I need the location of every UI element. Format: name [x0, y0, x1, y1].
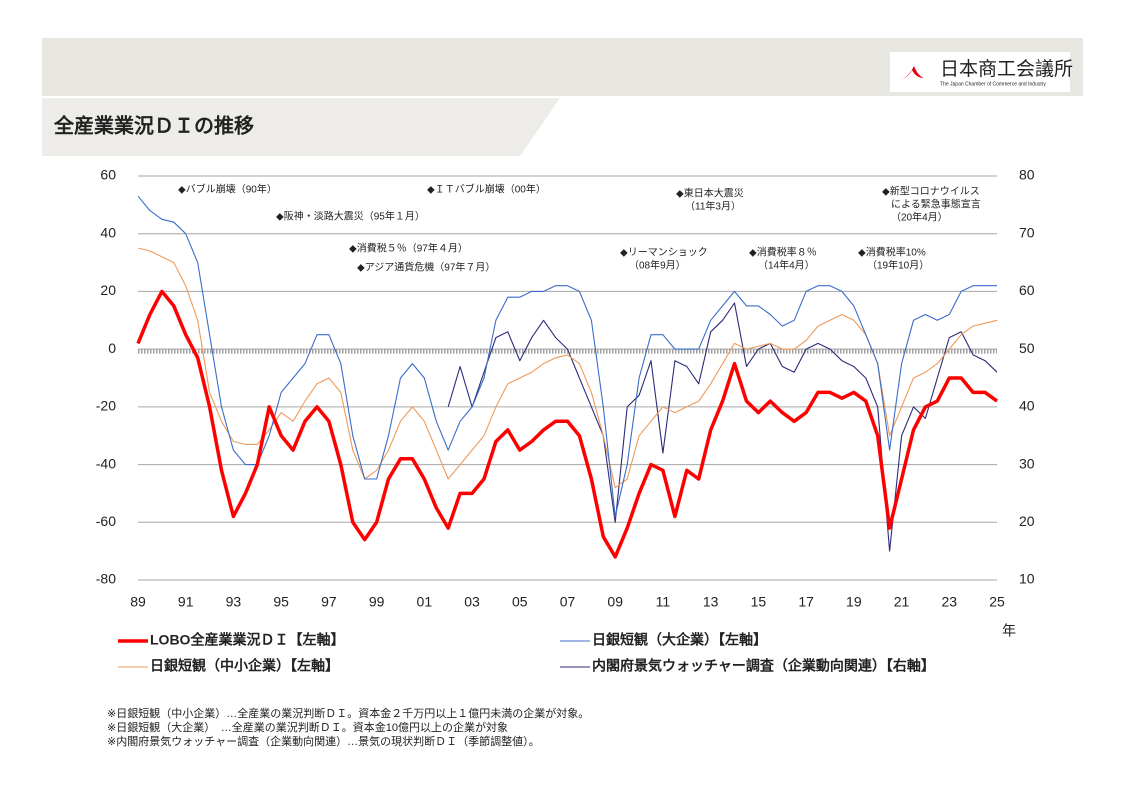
logo-mark: [900, 66, 924, 80]
x-tick-label: 01: [417, 594, 433, 610]
series-line: [136, 289, 999, 559]
footnote: ※日銀短観（中小企業）…全産業の業況判断ＤＩ。資本金２千万円以上１億円未満の企業…: [107, 706, 589, 720]
x-tick-label: 17: [798, 594, 814, 610]
footnote: ※日銀短観（大企業） …全産業の業況判断ＤＩ。資本金10億円以上の企業が対象: [107, 720, 508, 734]
annotation: ◆バブル崩壊（90年）: [178, 183, 277, 196]
y2-tick-label: 60: [1019, 282, 1035, 298]
y2-tick-label: 70: [1019, 224, 1035, 240]
annotation: ◆東日本大震災: [676, 187, 744, 200]
x-tick-label: 97: [321, 594, 337, 610]
legend-label: 日銀短観（中小企業）【左軸】: [150, 658, 339, 674]
y-tick-label: -60: [96, 513, 116, 529]
annotation: ◆消費税率８％: [749, 246, 817, 259]
annotation: による緊急事態宣言: [891, 198, 981, 211]
series-line: [137, 195, 997, 518]
x-tick-label: 19: [846, 594, 862, 610]
y-tick-label: -40: [96, 455, 116, 471]
x-tick-label: 95: [273, 594, 289, 610]
annotation: （14年4月）: [758, 259, 815, 272]
legend-label: 内閣府景気ウォッチャー調査（企業動向関連）【右軸】: [592, 658, 935, 674]
logo-box: [890, 52, 1070, 92]
annotation: （20年4月）: [891, 211, 948, 224]
annotation: ◆阪神・淡路大震災（95年１月）: [276, 210, 425, 223]
y-tick-label: 40: [100, 224, 116, 240]
x-tick-label: 09: [607, 594, 623, 610]
x-tick-label: 25: [989, 594, 1005, 610]
annotation: ◆ＩＴバブル崩壊（00年）: [427, 183, 546, 196]
y2-tick-label: 10: [1019, 571, 1035, 587]
title-band: [42, 98, 560, 156]
y-tick-label: -80: [96, 571, 116, 587]
x-tick-label: 89: [130, 594, 146, 610]
y2-tick-label: 50: [1019, 340, 1035, 356]
x-tick-label: 15: [751, 594, 767, 610]
x-tick-label: 91: [178, 594, 194, 610]
annotation: ◆消費税５％（97年４月）: [349, 242, 468, 255]
y-tick-label: 20: [100, 282, 116, 298]
logo-text: 日本商工会議所: [940, 58, 1073, 80]
x-tick-label: 05: [512, 594, 528, 610]
y2-tick-label: 80: [1019, 167, 1035, 183]
annotation: ◆新型コロナウイルス: [882, 185, 980, 198]
series-line: [447, 302, 998, 552]
x-tick-label: 03: [464, 594, 480, 610]
annotation: （11年3月）: [685, 200, 741, 213]
footnote: ※内閣府景気ウォッチャー調査（企業動向関連）…景気の現状判断ＤＩ（季節調整値）。: [107, 734, 540, 748]
annotation: ◆アジア通貨危機（97年７月）: [357, 261, 495, 274]
x-tick-label: 99: [369, 594, 385, 610]
x-unit: 年: [1002, 623, 1016, 639]
x-tick-label: 21: [894, 594, 910, 610]
x-tick-label: 23: [941, 594, 957, 610]
y-tick-label: -20: [96, 398, 116, 414]
x-tick-label: 93: [226, 594, 242, 610]
annotation: ◆リーマンショック: [620, 247, 708, 259]
y-tick-label: 0: [108, 340, 116, 356]
series-line: [137, 247, 998, 489]
legend-label: 日銀短観（大企業）【左軸】: [592, 632, 767, 648]
y2-tick-label: 30: [1019, 455, 1035, 471]
x-tick-label: 07: [560, 594, 576, 610]
logo-subtext: The Japan Chamber of Commerce and Indust…: [940, 81, 1046, 87]
annotation: ◆消費税率10%: [858, 246, 926, 259]
x-tick-label: 13: [703, 594, 719, 610]
annotation: （08年9月）: [629, 259, 686, 272]
y2-tick-label: 40: [1019, 398, 1035, 414]
legend-label: LOBO全産業業況ＤＩ【左軸】: [150, 632, 344, 648]
y-tick-label: 60: [100, 167, 116, 183]
annotation: （19年10月）: [867, 259, 929, 272]
page-title: 全産業業況ＤＩの推移: [53, 113, 254, 137]
y2-tick-label: 20: [1019, 513, 1035, 529]
x-tick-label: 11: [656, 594, 671, 610]
